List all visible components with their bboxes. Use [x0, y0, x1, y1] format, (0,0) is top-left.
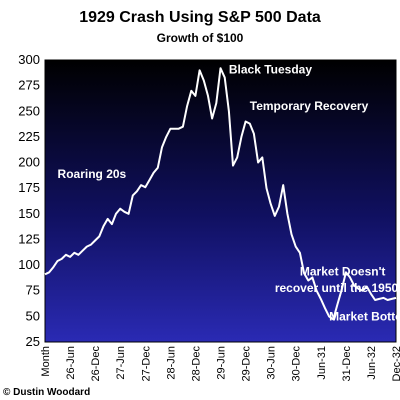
- plot-area: [44, 59, 397, 343]
- y-tick-label: 75: [26, 283, 40, 298]
- x-tick-label: 29-Dec: [241, 346, 253, 382]
- x-tick-label: Month: [40, 346, 52, 377]
- y-tick-label: 50: [26, 308, 40, 323]
- y-tick-label: 150: [18, 206, 40, 221]
- annotations: Black Tuesday Temporary Recovery Roaring 2…: [58, 62, 400, 323]
- y-tick-label: 250: [18, 103, 40, 118]
- x-tick-label: 30-Jun: [266, 346, 278, 380]
- x-tick-label: Jun-32: [366, 346, 378, 380]
- x-tick-label: 27-Dec: [140, 346, 152, 382]
- annotation-label: Market Bottom: [329, 309, 400, 323]
- x-tick-label: 28-Jun: [165, 346, 177, 380]
- chart-title: 1929 Crash Using S&P 500 Data: [79, 9, 321, 26]
- annotation-label: recover until the 1950s: [275, 281, 400, 295]
- y-tick-label: 225: [18, 129, 40, 144]
- y-tick-label: 100: [18, 257, 40, 272]
- series-group: [44, 67, 397, 321]
- y-tick-label: 25: [26, 334, 40, 349]
- y-tick-label: 300: [18, 52, 40, 67]
- x-tick-label: 30-Dec: [291, 346, 303, 382]
- y-tick-label: 125: [18, 231, 40, 246]
- y-tick-label: 200: [18, 155, 40, 170]
- x-tick-label: Jun-31: [316, 346, 328, 380]
- annotation-label: Market Doesn't: [300, 264, 386, 278]
- y-axis: 25 50 75 100 125 150 175 200 225 250 275 300: [18, 52, 40, 349]
- x-tick-label: 26-Dec: [90, 346, 102, 382]
- series-line-0: [44, 67, 397, 321]
- copyright-credit: © Dustin Woodard: [3, 387, 90, 398]
- x-tick-label: 28-Dec: [190, 346, 202, 382]
- x-tick-label: 27-Jun: [115, 346, 127, 380]
- annotation-label: Temporary Recovery: [250, 99, 369, 113]
- y-tick-label: 175: [18, 180, 40, 195]
- y-tick-label: 275: [18, 78, 40, 93]
- x-tick-label: 26-Jun: [65, 346, 77, 380]
- chart-subtitle: Growth of $100: [157, 31, 244, 45]
- annotation-label: Black Tuesday: [229, 62, 312, 76]
- annotation-label: Roaring 20s: [58, 167, 127, 181]
- x-tick-label: Dec-32: [391, 346, 400, 381]
- x-axis: Month 26-Jun 26-Dec 27-Jun 27-Dec 28-Jun 28-De…: [40, 346, 400, 382]
- x-tick-label: 31-Dec: [341, 346, 353, 382]
- x-tick-label: 29-Jun: [216, 346, 228, 380]
